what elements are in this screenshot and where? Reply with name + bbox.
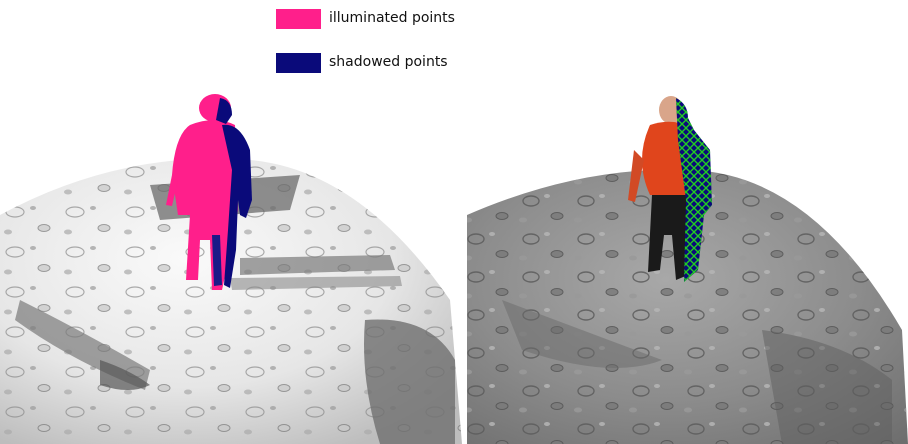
left-scene-svg: [0, 94, 462, 444]
figure-rendered: [628, 96, 712, 282]
shading-classification-view: [0, 94, 462, 444]
textured-render-view: [462, 0, 908, 444]
legend-label-shadowed: shadowed points: [329, 54, 448, 70]
right-scene-svg: [467, 96, 908, 444]
legend-label-illuminated: illuminated points: [329, 10, 455, 26]
legend: illuminated points shadowed points: [276, 8, 476, 78]
figure-shadowed: [212, 98, 252, 288]
shadowed-swatch: [276, 53, 321, 73]
figure-illuminated: [166, 94, 238, 290]
illuminated-swatch: [276, 9, 321, 29]
